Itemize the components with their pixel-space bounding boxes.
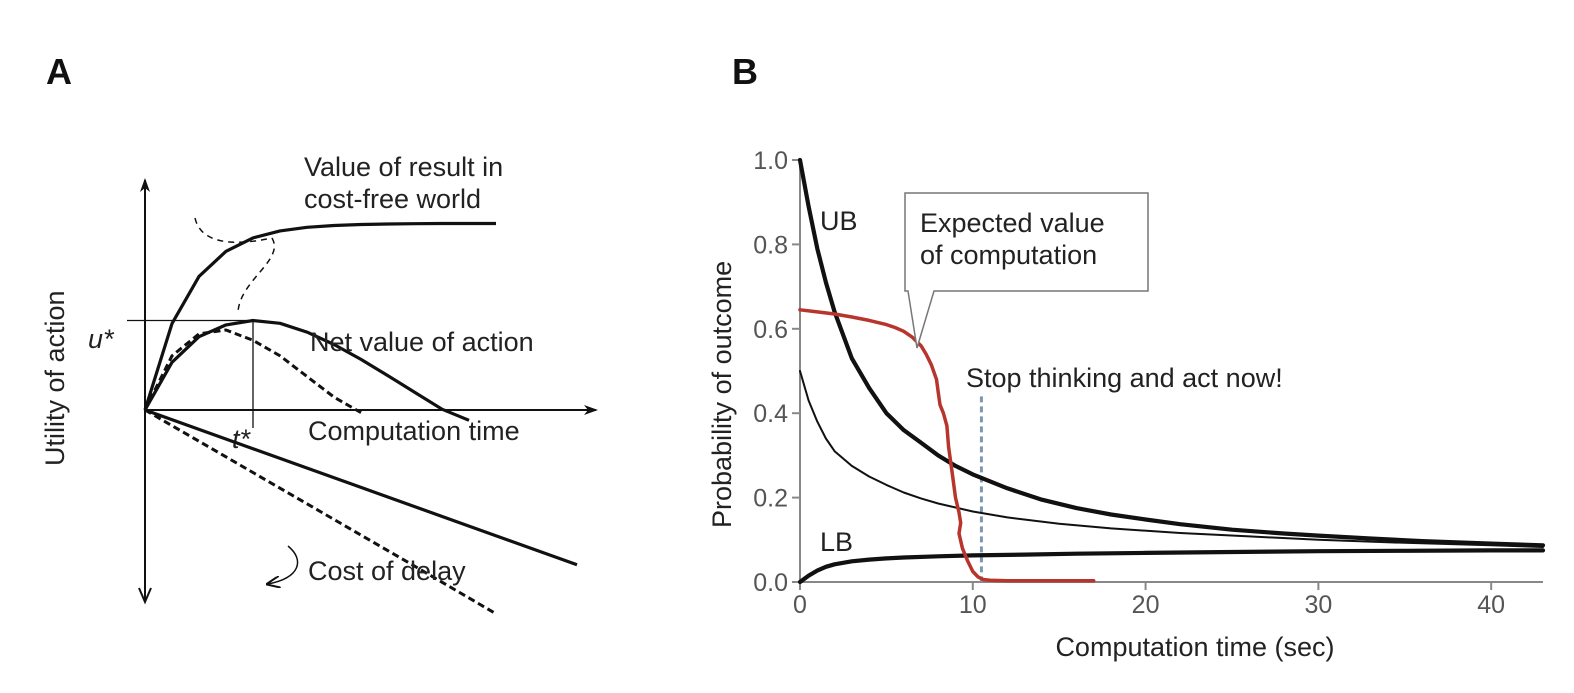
cost-of-delay-label: Cost of delay — [308, 556, 466, 586]
panel-a-curves — [143, 221, 578, 616]
panel-b-curve-expected-value-of-computation — [798, 308, 1096, 583]
panel-a-curve-net-value-alt — [143, 328, 362, 414]
panel-b-x-label: Computation time (sec) — [1055, 632, 1334, 662]
callout-line1: Expected value — [920, 208, 1105, 238]
x-tick-label: 10 — [959, 591, 987, 619]
y-tick-label: 0.4 — [753, 400, 788, 428]
panel-b: B 0.0 0.2 0.4 0.6 0.8 1.0 0 10 20 30 40 Computatio… — [707, 51, 1546, 662]
x-tick-label: 0 — [793, 591, 807, 619]
panel-a-curve-cost-of-delay-alt — [144, 408, 497, 616]
panel-a-curve-value-cost-free — [143, 221, 496, 411]
panel-b-curve-middle — [799, 370, 1544, 548]
panel-a-y-label: Utility of action — [40, 290, 70, 466]
x-tick-label: 20 — [1132, 591, 1160, 619]
panel-b-curve-ub — [797, 157, 1546, 548]
y-tick-label: 0.2 — [753, 485, 788, 513]
net-value-label: Net value of action — [310, 327, 534, 357]
y-tick-label: 0.6 — [753, 316, 788, 344]
panel-a-curve-net-value — [143, 318, 470, 422]
t-star-label: t* — [232, 424, 252, 454]
value-label-leader-upper — [194, 217, 273, 243]
panel-a-letter: A — [46, 51, 72, 92]
stop-thinking-label: Stop thinking and act now! — [966, 363, 1283, 393]
panel-b-curves — [797, 157, 1546, 585]
panel-a-y-axis-down-arrow — [138, 587, 152, 605]
value-label-leader-lower — [237, 237, 275, 313]
panel-a: A Utility of action Computation time u* … — [40, 51, 598, 616]
ub-label: UB — [820, 206, 858, 236]
y-tick-label: 0.0 — [753, 569, 788, 597]
panel-b-y-label: Probability of outcome — [707, 261, 737, 528]
panel-a-curve-cost-of-delay — [144, 408, 578, 567]
u-star-label: u* — [88, 324, 115, 354]
panel-b-ticks: 0.0 0.2 0.4 0.6 0.8 1.0 0 10 20 30 40 — [753, 147, 1505, 619]
panel-b-curve-lb — [797, 548, 1546, 585]
callout-box — [904, 192, 1149, 349]
cost-label-leader — [268, 545, 299, 584]
value-label-line1: Value of result in — [304, 152, 503, 182]
value-label-line2: cost-free world — [304, 184, 481, 214]
panel-a-x-label: Computation time — [308, 416, 520, 446]
x-tick-label: 30 — [1304, 591, 1332, 619]
y-tick-label: 0.8 — [753, 231, 788, 259]
lb-label: LB — [820, 527, 853, 557]
panel-b-letter: B — [732, 51, 758, 92]
x-tick-label: 40 — [1477, 591, 1505, 619]
callout-line2: of computation — [920, 240, 1097, 270]
y-tick-label: 1.0 — [753, 147, 788, 175]
